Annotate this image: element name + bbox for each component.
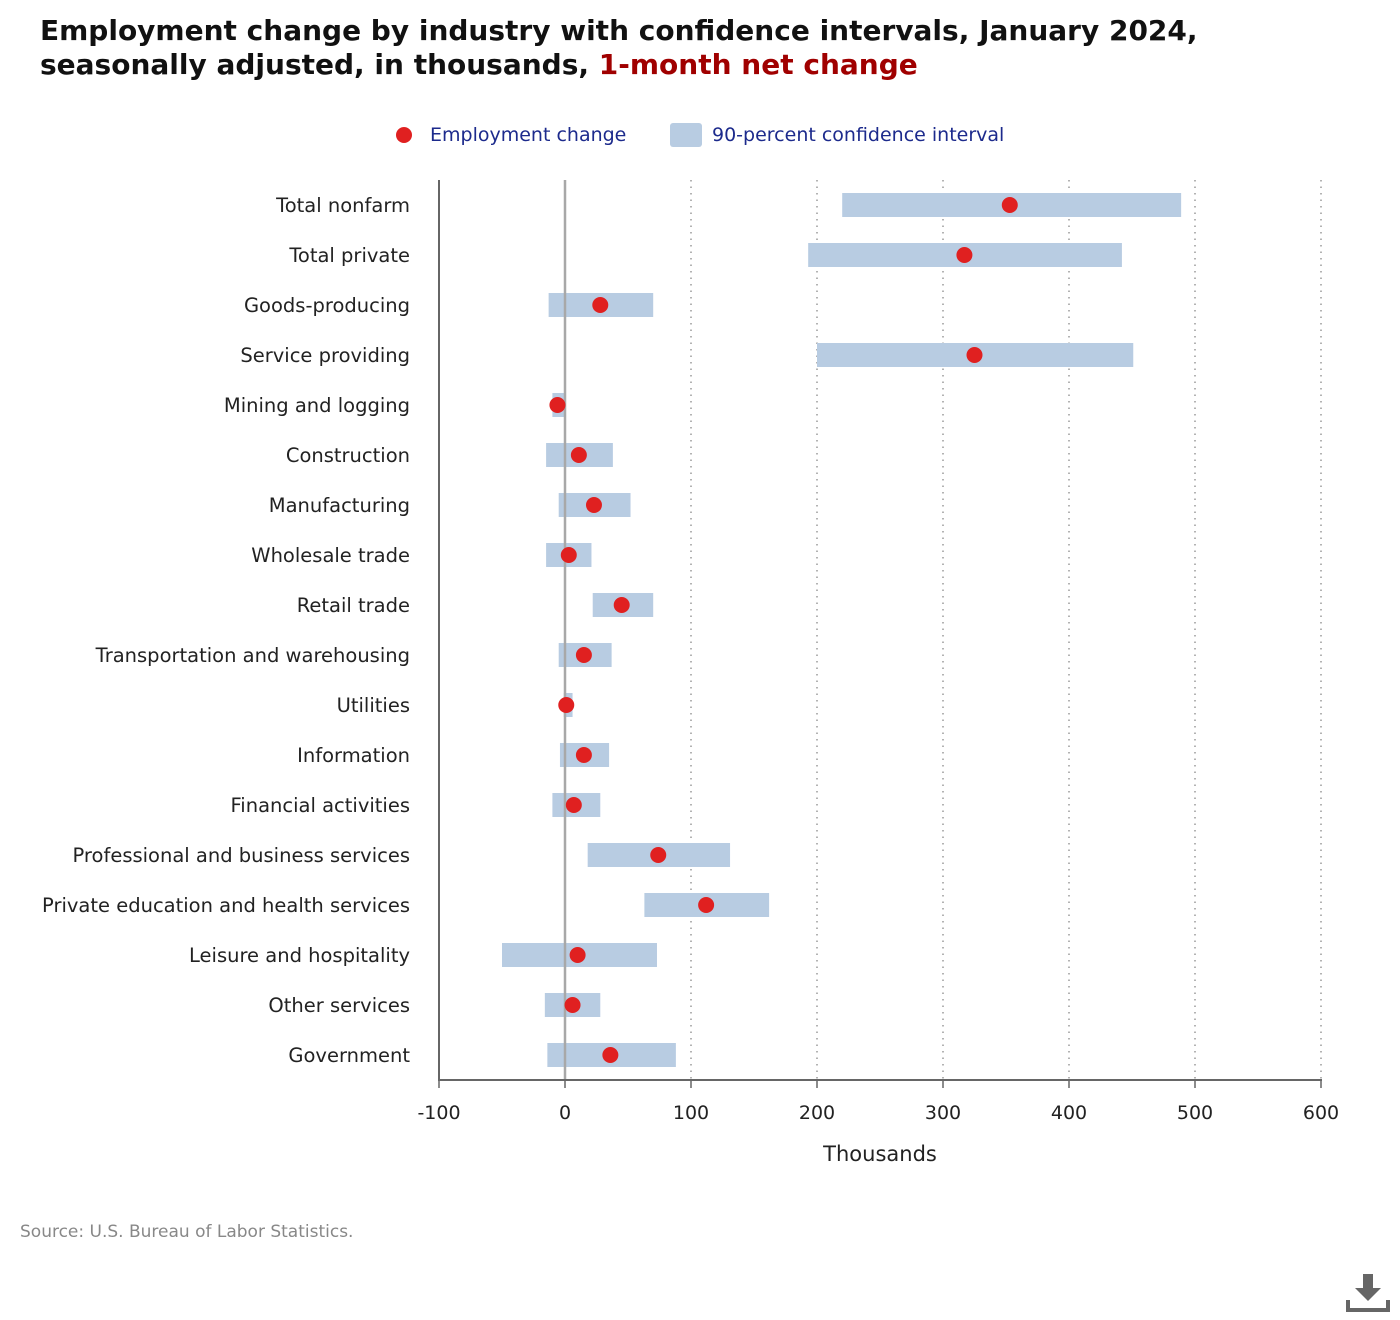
x-tick-label: 500 [1177, 1102, 1213, 1124]
source-note: Source: U.S. Bureau of Labor Statistics. [20, 1222, 354, 1242]
category-label: Goods-producing [244, 294, 410, 317]
x-tick-label: 200 [799, 1102, 835, 1124]
employment-change-point [956, 247, 973, 263]
employment-change-point [575, 647, 592, 663]
category-label: Financial activities [231, 794, 411, 817]
category-label: Other services [268, 994, 410, 1017]
employment-change-point [549, 397, 566, 413]
legend-dot-icon [396, 127, 412, 143]
category-label: Information [297, 744, 410, 767]
legend-box-icon [670, 123, 702, 147]
employment-change-point [1001, 197, 1018, 213]
employment-change-point [698, 897, 715, 913]
legend-item-employment-change[interactable]: Employment change [396, 118, 626, 152]
chart-plot: -100 0 100 200 300 400 500 600 Thousands Total no… [42, 180, 1339, 1166]
employment-change-point [602, 1047, 619, 1063]
legend-item-confidence-interval[interactable]: 90-percent confidence interval [670, 118, 1004, 152]
category-label: Construction [286, 444, 410, 467]
employment-change-point [966, 347, 983, 363]
employment-change-point [613, 597, 630, 613]
download-button[interactable] [1346, 1270, 1390, 1314]
category-label: Total nonfarm [275, 194, 410, 217]
x-tick-label: -100 [417, 1102, 460, 1124]
employment-change-point [592, 297, 609, 313]
category-label: Government [288, 1044, 410, 1067]
employment-change-point [585, 497, 602, 513]
chart-title: Employment change by industry with confi… [40, 14, 1360, 82]
legend-label-employment-change: Employment change [430, 124, 627, 146]
category-label: Mining and logging [224, 394, 410, 417]
category-label: Wholesale trade [251, 544, 410, 567]
x-tick-label: 0 [559, 1102, 571, 1124]
category-label: Manufacturing [269, 494, 410, 517]
employment-change-point [558, 697, 575, 713]
x-axis-label: Thousands [822, 1142, 937, 1166]
download-icon [1346, 1274, 1390, 1312]
employment-change-point [570, 447, 587, 463]
x-tick-label: 100 [673, 1102, 709, 1124]
category-label: Service providing [240, 344, 410, 367]
employment-change-point [560, 547, 577, 563]
legend: Employment change 90-percent confidence … [0, 118, 1400, 152]
chart-title-highlight: 1-month net change [598, 48, 918, 81]
category-label: Retail trade [297, 594, 410, 617]
x-tick-label: 300 [925, 1102, 961, 1124]
chart-title-main: Employment change by industry with confi… [40, 14, 1198, 81]
employment-change-point [650, 847, 667, 863]
employment-change-point [569, 947, 586, 963]
category-label: Utilities [337, 694, 410, 717]
category-label: Professional and business services [73, 844, 410, 867]
category-label: Private education and health services [42, 894, 410, 917]
legend-label-confidence-interval: 90-percent confidence interval [712, 124, 1005, 146]
employment-change-point [565, 797, 582, 813]
category-label: Transportation and warehousing [95, 644, 410, 667]
employment-change-point [564, 997, 581, 1013]
category-label: Leisure and hospitality [189, 944, 410, 967]
x-tick-label: 400 [1051, 1102, 1087, 1124]
employment-change-point [575, 747, 592, 763]
x-tick-label: 600 [1303, 1102, 1339, 1124]
category-label: Total private [288, 244, 410, 267]
